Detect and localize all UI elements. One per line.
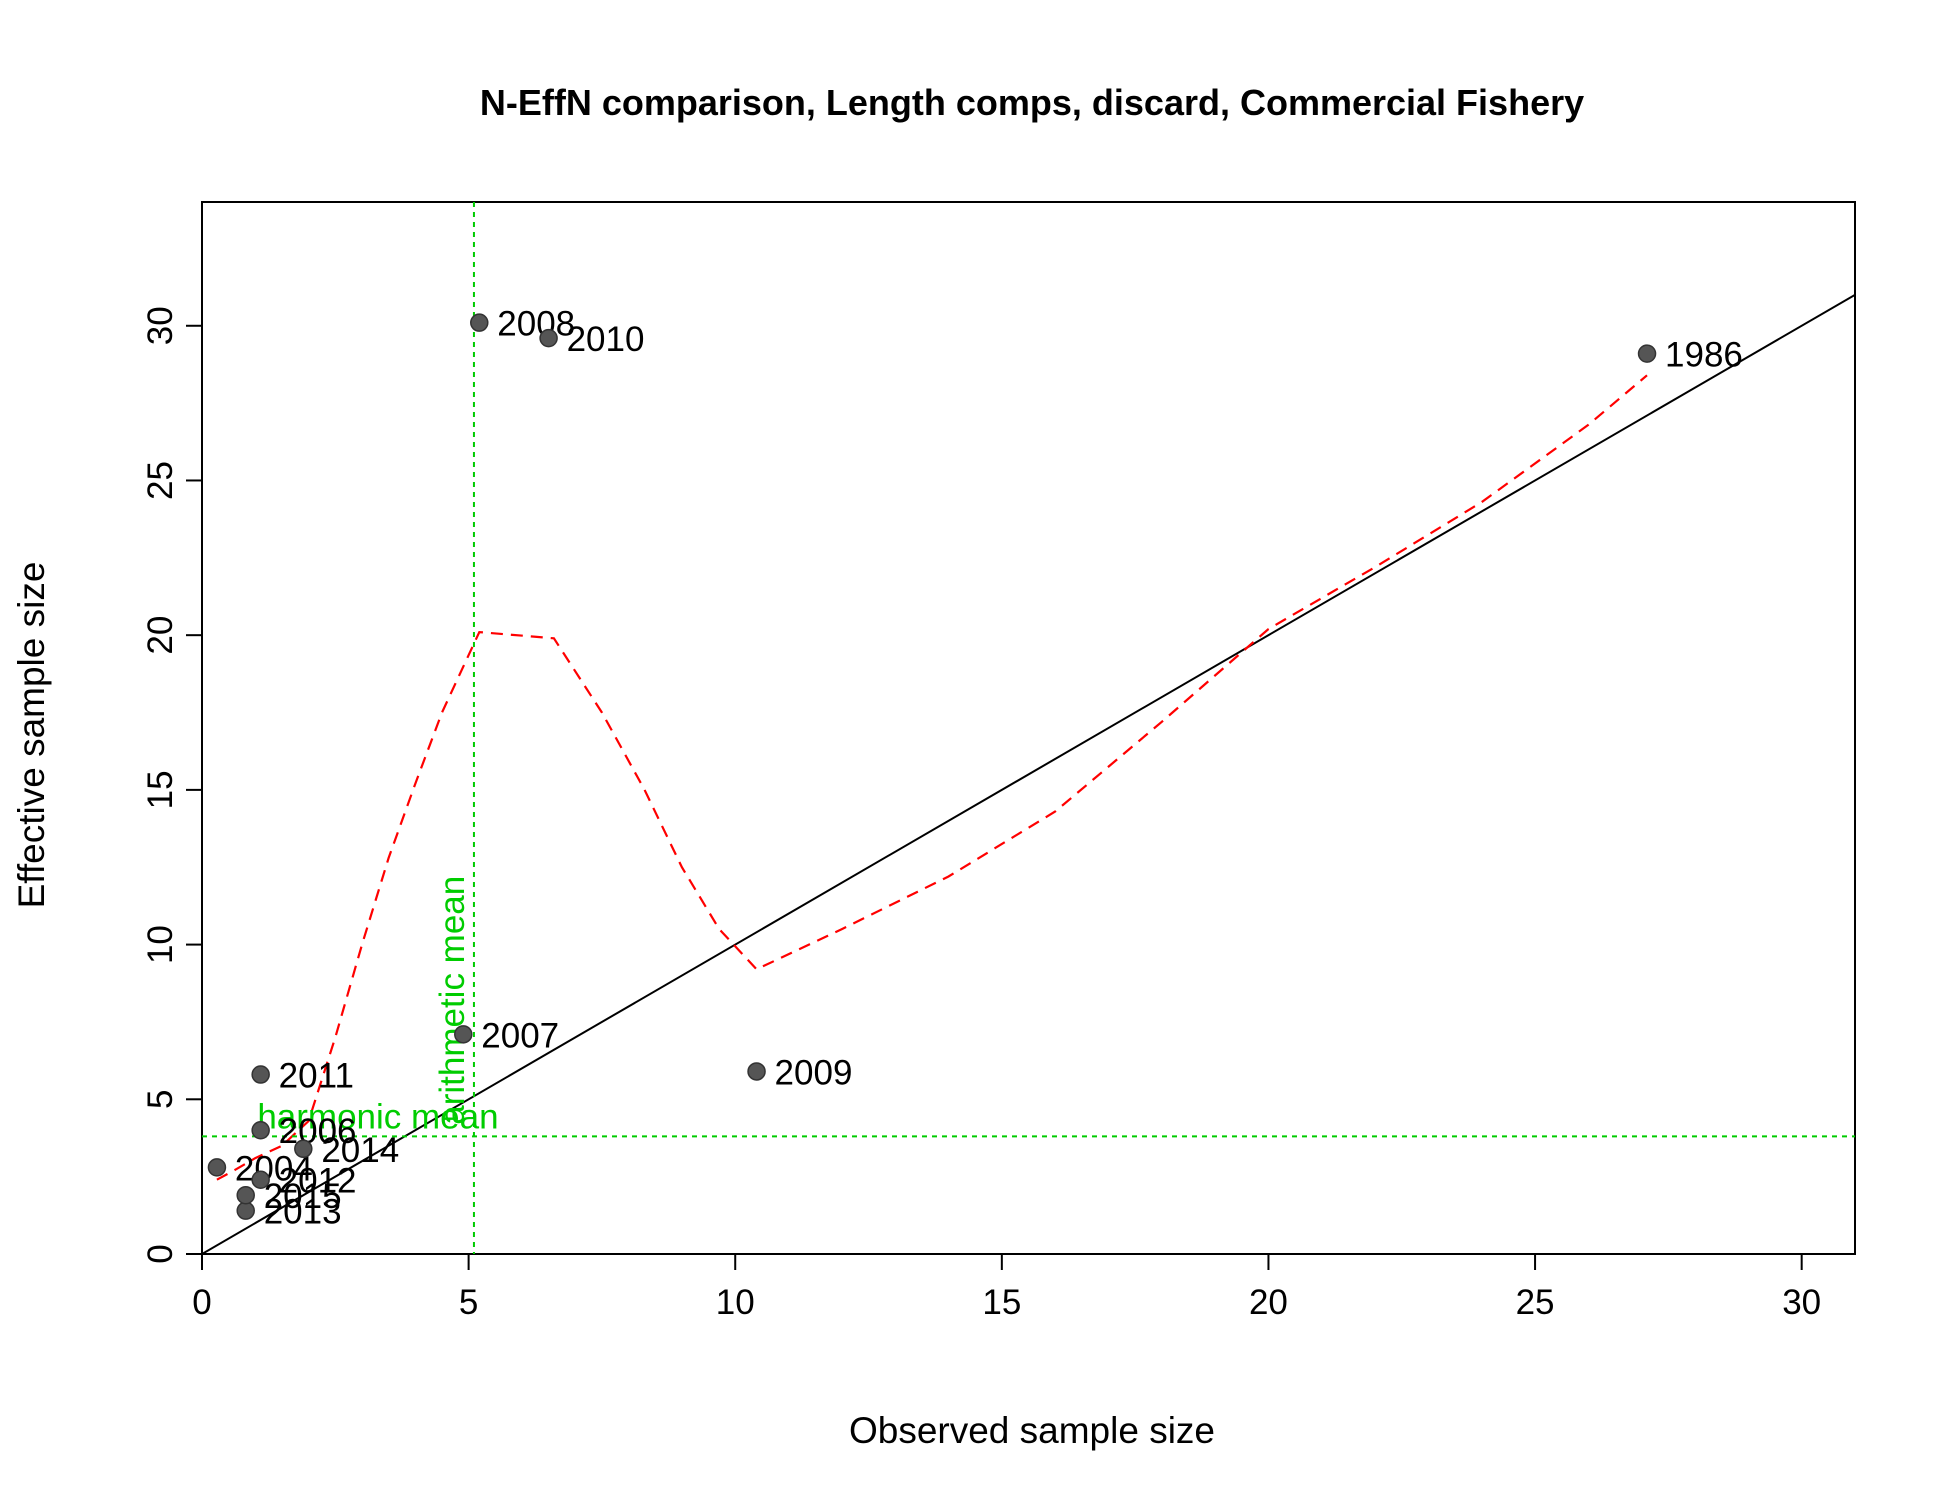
y-tick-label: 5 — [141, 1090, 180, 1109]
data-point-2009 — [747, 1062, 766, 1081]
x-tick-label: 15 — [982, 1283, 1021, 1322]
one-to-one-line — [202, 293, 1855, 1254]
point-label-2015: 2015 — [264, 1177, 342, 1216]
y-tick-label: 30 — [141, 306, 180, 345]
data-point-2015 — [236, 1185, 255, 1205]
data-point-2010 — [539, 328, 558, 348]
x-tick-label: 20 — [1249, 1283, 1288, 1322]
smoother-line — [216, 374, 1648, 1181]
data-point-2006 — [251, 1120, 270, 1140]
point-label-2009: 2009 — [775, 1053, 853, 1092]
data-point-2007 — [454, 1025, 473, 1044]
y-axis-label: Effective sample size — [11, 562, 52, 909]
data-point-2014 — [294, 1139, 313, 1159]
data-point-2011 — [251, 1065, 270, 1084]
point-label-2013: 2013 — [264, 1193, 342, 1232]
y-tick-label: 25 — [141, 461, 180, 500]
x-tick-label: 10 — [716, 1283, 755, 1322]
y-tick-label: 15 — [141, 770, 180, 809]
point-label-2008: 2008 — [497, 305, 575, 344]
x-tick-label: 30 — [1782, 1283, 1821, 1322]
data-point-2004 — [207, 1158, 227, 1177]
y-tick-label: 20 — [141, 616, 180, 655]
point-label-1986: 1986 — [1665, 336, 1743, 375]
y-tick-label: 10 — [141, 925, 180, 964]
point-label-2007: 2007 — [481, 1016, 559, 1055]
x-axis-label: Observed sample size — [849, 1410, 1215, 1451]
harmonic-mean-label: harmonic mean — [257, 1097, 498, 1136]
point-label-2011: 2011 — [279, 1057, 354, 1096]
data-point-2012 — [251, 1170, 270, 1189]
data-point-1986 — [1637, 344, 1657, 363]
point-label-2010: 2010 — [567, 320, 645, 359]
point-label-2014: 2014 — [321, 1131, 399, 1170]
x-tick-label: 5 — [459, 1283, 478, 1322]
point-label-2006: 2006 — [279, 1112, 357, 1151]
data-point-2013 — [236, 1201, 255, 1220]
x-tick-label: 25 — [1516, 1283, 1555, 1322]
point-label-2012: 2012 — [279, 1162, 357, 1201]
arithmetic-mean-label: arithmetic mean — [433, 876, 472, 1125]
chart-title: N-EffN comparison, Length comps, discard… — [480, 82, 1584, 123]
x-tick-label: 0 — [192, 1283, 211, 1322]
data-point-2008 — [470, 313, 489, 332]
y-tick-label: 0 — [141, 1244, 180, 1263]
